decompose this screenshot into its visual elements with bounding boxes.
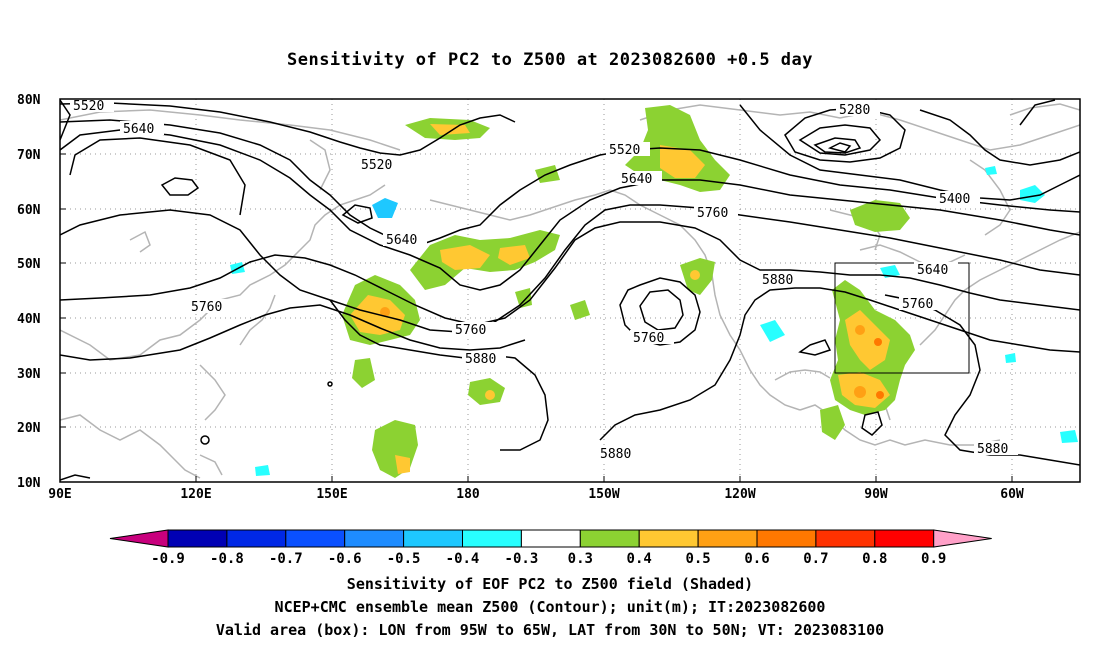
colorbar-swatch [815, 529, 876, 548]
shaded-sensitivity [230, 105, 1078, 478]
contour-label: 5640 [621, 172, 652, 187]
longitude-labels: 90E 120E 150E 180 150W 120W 90W 60W [48, 487, 1024, 502]
colorbar-swatch [756, 529, 817, 548]
lat-label: 10N [17, 476, 41, 491]
contour-label: 5400 [939, 192, 970, 207]
colorbar-label: -0.4 [446, 551, 480, 567]
colorbar-swatch [226, 529, 287, 548]
positive-region-misc [352, 165, 845, 478]
map-title: Sensitivity of PC2 to Z500 at 2023082600… [286, 50, 813, 70]
contour-label: 5880 [977, 442, 1008, 457]
valid-area-box [834, 262, 970, 374]
latitude-labels: 80N 70N 60N 50N 40N 30N 20N 10N [17, 93, 41, 491]
positive-region-eastern-us [830, 280, 915, 415]
contour-label: 5640 [123, 122, 154, 137]
map-frame [60, 99, 1080, 482]
colorbar-label: 0.4 [627, 551, 652, 567]
colorbar-label: 0.7 [803, 551, 828, 567]
lon-label: 120W [724, 487, 755, 502]
lat-label: 20N [17, 421, 41, 436]
caption-line-1: Sensitivity of EOF PC2 to Z500 field (Sh… [346, 575, 754, 593]
contour-label: 5280 [839, 103, 870, 118]
lat-label: 80N [17, 93, 41, 108]
colorbar-swatch [403, 529, 464, 548]
lon-label: 90W [864, 487, 888, 502]
lat-label: 70N [17, 148, 41, 163]
colorbar-swatch [933, 529, 992, 548]
colorbar-swatch [167, 529, 228, 548]
lon-label: 90E [48, 487, 71, 502]
colorbar-swatch [579, 529, 640, 548]
contour-label: 5520 [609, 143, 640, 158]
z500-contours [60, 99, 1080, 481]
caption-line-2: NCEP+CMC ensemble mean Z500 (Contour); u… [274, 598, 826, 616]
contour-label: 5760 [455, 323, 486, 338]
colorbar-swatch [109, 529, 169, 548]
colorbar-swatch [344, 529, 405, 548]
contour-label: 5520 [73, 99, 104, 114]
lon-label: 120E [180, 487, 211, 502]
colorbar-label: -0.5 [387, 551, 421, 567]
contour-label: 5520 [361, 158, 392, 173]
lat-label: 40N [17, 312, 41, 327]
lat-label: 30N [17, 367, 41, 382]
contour-label: 5880 [600, 447, 631, 462]
colorbar-label: -0.8 [210, 551, 244, 567]
negative-region-cyan [230, 166, 1078, 476]
contour-label: 5760 [633, 331, 664, 346]
colorbar-label: 0.6 [744, 551, 769, 567]
axis-ticks [60, 153, 1013, 482]
colorbar-label: -0.9 [151, 551, 185, 567]
lon-label: 150E [316, 487, 347, 502]
contour-label: 5880 [465, 352, 496, 367]
lon-label: 180 [456, 487, 480, 502]
colorbar-label: 0.9 [921, 551, 946, 567]
colorbar-label: 0.5 [685, 551, 710, 567]
contour-label: 5880 [762, 273, 793, 288]
lat-label: 50N [17, 257, 41, 272]
colorbar-swatch [697, 529, 758, 548]
colorbar-label: -0.6 [328, 551, 362, 567]
colorbar-swatch [874, 529, 935, 548]
lat-label: 60N [17, 203, 41, 218]
contour-label: 5760 [191, 300, 222, 315]
colorbar-swatch [285, 529, 346, 548]
colorbar: -0.9 -0.8 -0.7 -0.6 -0.5 -0.4 -0.3 0.3 0.4 0.5 0.6… [109, 529, 992, 567]
contour-label: 5760 [902, 297, 933, 312]
colorbar-label: 0.8 [862, 551, 887, 567]
contour-label: 5640 [386, 233, 417, 248]
contour-labels: 5520 5640 5520 5640 5760 5760 5880 5520 … [70, 99, 1018, 462]
lon-label: 60W [1000, 487, 1024, 502]
colorbar-swatch [638, 529, 699, 548]
colorbar-label: 0.3 [568, 551, 593, 567]
caption-line-3: Valid area (box): LON from 95W to 65W, L… [215, 621, 885, 639]
contour-label: 5640 [917, 263, 948, 278]
colorbar-swatch [520, 529, 581, 548]
contour-label: 5760 [697, 206, 728, 221]
colorbar-swatch [462, 529, 522, 548]
lon-label: 150W [588, 487, 619, 502]
colorbar-label: -0.7 [269, 551, 303, 567]
colorbar-label: -0.3 [505, 551, 539, 567]
